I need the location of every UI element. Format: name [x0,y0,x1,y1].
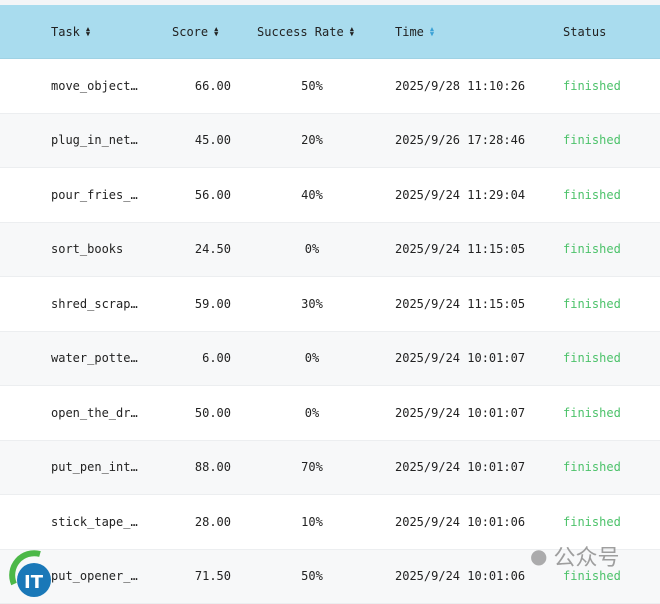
task-name[interactable]: move_object… [51,59,138,113]
success-rate: 0% [262,223,362,277]
status-badge: finished [563,441,621,495]
score: 66.00 [160,59,231,113]
status-badge: finished [563,168,621,222]
success-rate: 0% [262,332,362,386]
score: 56.00 [160,168,231,222]
time: 2025/9/24 10:01:06 [395,550,525,604]
table-row[interactable]: sort_books 24.50 0% 2025/9/24 11:15:05 f… [0,223,660,278]
results-table: Task▲▼ Score▲▼ Success Rate▲▼ Time▲▼ Sta… [0,5,660,604]
success-rate: 10% [262,495,362,549]
score: 71.50 [160,550,231,604]
score: 6.00 [160,332,231,386]
sort-icon[interactable]: ▲▼ [214,27,218,37]
task-name[interactable]: pour_fries_… [51,168,138,222]
column-header-status: Status [563,5,606,58]
column-header-success-rate[interactable]: Success Rate▲▼ [257,5,354,58]
task-name[interactable]: water_potte… [51,332,138,386]
task-name[interactable]: put_pen_int… [51,441,138,495]
table-row[interactable]: plug_in_net… 45.00 20% 2025/9/26 17:28:4… [0,114,660,169]
table-row[interactable]: pour_fries_… 56.00 40% 2025/9/24 11:29:0… [0,168,660,223]
task-name[interactable]: stick_tape_… [51,495,138,549]
success-rate: 50% [262,59,362,113]
time: 2025/9/24 10:01:07 [395,332,525,386]
success-rate: 20% [262,114,362,168]
score: 59.00 [160,277,231,331]
table-row[interactable]: move_object… 66.00 50% 2025/9/28 11:10:2… [0,59,660,114]
status-badge: finished [563,59,621,113]
status-badge: finished [563,386,621,440]
time: 2025/9/24 10:01:07 [395,441,525,495]
table-row[interactable]: open_the_dr… 50.00 0% 2025/9/24 10:01:07… [0,386,660,441]
success-rate: 40% [262,168,362,222]
score: 88.00 [160,441,231,495]
wechat-watermark: ● 公众号 [530,540,619,572]
it-logo-watermark: IT [8,548,56,598]
status-badge: finished [563,277,621,331]
sort-icon[interactable]: ▲▼ [350,27,354,37]
score: 28.00 [160,495,231,549]
task-name[interactable]: shred_scrap… [51,277,138,331]
time: 2025/9/26 17:28:46 [395,114,525,168]
time: 2025/9/28 11:10:26 [395,59,525,113]
time: 2025/9/24 11:15:05 [395,277,525,331]
table-row[interactable]: put_pen_int… 88.00 70% 2025/9/24 10:01:0… [0,441,660,496]
table-row[interactable]: water_potte… 6.00 0% 2025/9/24 10:01:07 … [0,332,660,387]
task-name[interactable]: open_the_dr… [51,386,138,440]
time: 2025/9/24 10:01:06 [395,495,525,549]
sort-icon[interactable]: ▲▼ [86,27,90,37]
success-rate: 50% [262,550,362,604]
table-header: Task▲▼ Score▲▼ Success Rate▲▼ Time▲▼ Sta… [0,5,660,59]
sort-icon[interactable]: ▲▼ [430,27,434,37]
task-name[interactable]: sort_books [51,223,123,277]
wechat-icon: ● [530,544,547,568]
time: 2025/9/24 11:15:05 [395,223,525,277]
table-row[interactable]: shred_scrap… 59.00 30% 2025/9/24 11:15:0… [0,277,660,332]
success-rate: 30% [262,277,362,331]
task-name[interactable]: plug_in_net… [51,114,138,168]
score: 50.00 [160,386,231,440]
status-badge: finished [563,223,621,277]
column-header-time[interactable]: Time▲▼ [395,5,434,58]
success-rate: 70% [262,441,362,495]
status-badge: finished [563,332,621,386]
time: 2025/9/24 11:29:04 [395,168,525,222]
time: 2025/9/24 10:01:07 [395,386,525,440]
score: 24.50 [160,223,231,277]
score: 45.00 [160,114,231,168]
task-name[interactable]: put_opener_… [51,550,138,604]
column-header-task[interactable]: Task▲▼ [51,5,90,58]
status-badge: finished [563,114,621,168]
svg-text:IT: IT [24,572,44,593]
column-header-score[interactable]: Score▲▼ [172,5,218,58]
success-rate: 0% [262,386,362,440]
